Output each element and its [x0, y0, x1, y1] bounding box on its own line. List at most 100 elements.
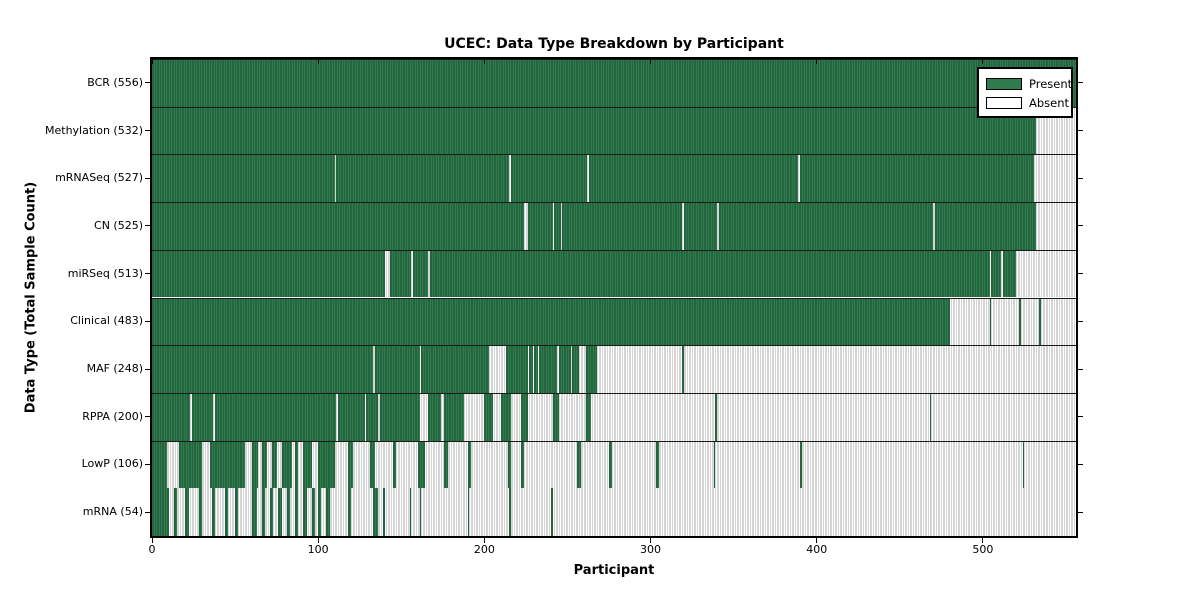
y-tick	[145, 511, 150, 513]
x-tick	[151, 59, 153, 64]
y-tick	[145, 416, 150, 418]
present-segment	[577, 441, 581, 489]
present-segment	[500, 393, 511, 441]
xtick-label-500: 500	[972, 543, 994, 556]
present-segment	[683, 203, 718, 250]
row-mirseq	[152, 249, 1076, 298]
present-segment	[505, 346, 528, 393]
x-tick	[650, 59, 652, 64]
plot-area: Present Absent	[150, 57, 1078, 538]
legend-item-absent: Absent	[986, 93, 1069, 112]
present-segment	[444, 393, 465, 441]
ytick-label-cn: CN (525)	[94, 218, 143, 232]
present-segment	[173, 488, 177, 536]
present-segment	[336, 155, 510, 203]
present-segment	[251, 441, 259, 489]
present-segment	[271, 441, 277, 489]
x-tick	[816, 538, 818, 543]
y-tick	[145, 463, 150, 465]
present-segment	[225, 488, 229, 536]
y-tick	[1078, 368, 1083, 370]
present-segment	[389, 250, 412, 298]
x-tick	[317, 538, 319, 543]
present-segment	[682, 346, 684, 393]
present-segment	[152, 107, 1037, 155]
present-segment	[1039, 298, 1042, 346]
xtick-label-400: 400	[806, 543, 828, 556]
row-bcr	[152, 59, 1076, 107]
legend-label-present: Present	[1029, 76, 1073, 91]
y-tick	[1078, 416, 1083, 418]
present-segment	[152, 298, 950, 346]
x-tick	[317, 59, 319, 64]
present-segment	[572, 346, 580, 393]
present-segment	[1019, 298, 1022, 346]
present-segment	[278, 488, 282, 536]
present-segment	[383, 488, 385, 536]
y-tick	[145, 273, 150, 275]
x-tick	[982, 59, 984, 64]
present-segment	[507, 441, 511, 489]
present-segment	[589, 155, 799, 203]
present-segment	[392, 441, 397, 489]
y-tick	[1078, 130, 1083, 132]
present-segment	[421, 346, 490, 393]
present-segment	[534, 346, 538, 393]
legend: Present Absent	[977, 67, 1073, 118]
present-segment	[338, 393, 365, 441]
x-axis-title: Participant	[573, 563, 655, 578]
present-segment	[510, 155, 588, 203]
row-clinical	[152, 297, 1076, 346]
present-segment	[294, 441, 299, 489]
y-tick	[145, 177, 150, 179]
ytick-label-maf: MAF (248)	[86, 362, 143, 376]
present-segment	[294, 488, 299, 536]
chart-title: UCEC: Data Type Breakdown by Participant	[444, 36, 784, 52]
y-tick	[1078, 320, 1083, 322]
present-segment	[562, 203, 683, 250]
row-cn	[152, 202, 1076, 250]
present-segment	[348, 488, 352, 536]
y-tick	[145, 368, 150, 370]
present-segment	[152, 441, 167, 489]
present-segment	[318, 488, 322, 536]
present-segment	[552, 393, 560, 441]
present-segment	[303, 488, 307, 536]
present-segment	[152, 488, 169, 536]
present-segment	[655, 441, 659, 489]
present-segment	[412, 250, 428, 298]
present-segment	[303, 441, 312, 489]
present-segment	[198, 488, 202, 536]
xtick-label-200: 200	[473, 543, 495, 556]
present-segment	[585, 346, 598, 393]
present-segment	[527, 203, 553, 250]
y-tick	[1078, 82, 1083, 84]
present-segment	[520, 441, 525, 489]
present-segment	[991, 250, 1002, 298]
present-segment	[348, 441, 354, 489]
legend-label-absent: Absent	[1029, 95, 1070, 110]
y-tick	[145, 82, 150, 84]
ytick-label-mrna: mRNA (54)	[82, 505, 143, 519]
present-segment	[509, 488, 511, 536]
present-segment	[444, 441, 448, 489]
ytick-label-clinical: Clinical (483)	[70, 314, 143, 328]
present-segment	[520, 393, 528, 441]
x-tick	[483, 59, 485, 64]
row-maf	[152, 345, 1076, 393]
present-segment	[467, 488, 470, 536]
y-tick	[145, 130, 150, 132]
ytick-label-bcr: BCR (556)	[87, 75, 143, 89]
present-segment	[281, 441, 292, 489]
y-tick	[1078, 225, 1083, 227]
present-segment	[989, 298, 992, 346]
present-segment	[417, 441, 425, 489]
present-segment	[311, 488, 315, 536]
present-segment	[191, 393, 214, 441]
present-segment	[261, 441, 267, 489]
present-segment	[427, 393, 442, 441]
xtick-label-100: 100	[307, 543, 329, 556]
legend-swatch-present	[986, 77, 1022, 90]
y-tick	[145, 320, 150, 322]
